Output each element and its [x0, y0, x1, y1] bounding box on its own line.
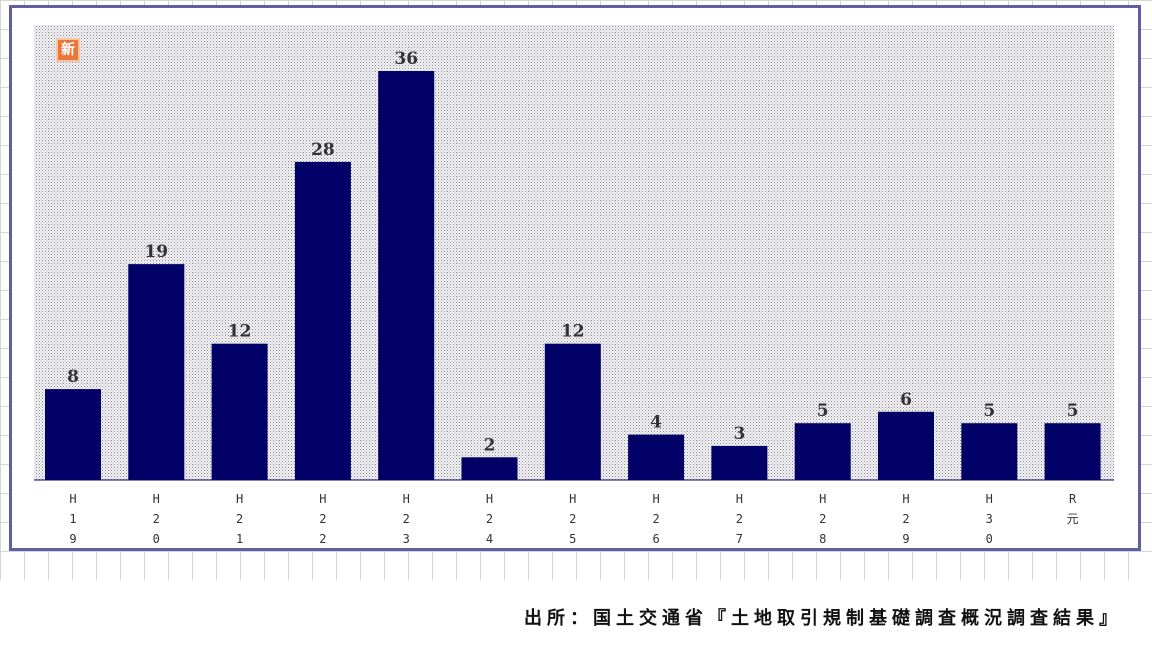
bar-H22	[294, 161, 351, 480]
source-footer: 出所：国土交通省『土地取引規制基礎調査概況調査結果』	[0, 580, 1152, 648]
bar-value-label: 6	[900, 390, 912, 410]
source-note: 出所：国土交通省『土地取引規制基礎調査概況調査結果』	[524, 608, 1122, 629]
bar-H23	[378, 71, 435, 480]
bar-H28	[794, 423, 851, 480]
bar-H25	[544, 343, 601, 480]
bar-value-label: 19	[144, 242, 168, 262]
bar-value-label: 5	[983, 401, 995, 421]
bar-H21	[211, 343, 268, 480]
bar-H30	[961, 423, 1018, 480]
bar-H26	[628, 434, 685, 480]
bar-value-label: 12	[228, 322, 252, 342]
bar-value-label: 36	[394, 49, 418, 69]
bar-value-label: 5	[1067, 401, 1079, 421]
bar-H20	[128, 264, 185, 480]
bar-value-label: 8	[67, 367, 79, 387]
bar-chart: 8 19 12 28 36 2 12 4 3 5 6 5 5 H 1 9 H 2 0 H 2 1 H 2 2 H 2 3 H 2 4 H 2 5…	[34, 25, 1114, 546]
bar-value-label: 3	[733, 424, 745, 444]
bar-R元	[1044, 423, 1101, 480]
bar-H19	[45, 389, 101, 480]
bar-value-label: 4	[650, 413, 662, 433]
new-badge: 新	[56, 38, 80, 62]
bar-value-label: 12	[561, 322, 585, 342]
bar-value-label: 5	[817, 401, 829, 421]
bar-H24	[461, 457, 518, 480]
bar-H27	[711, 445, 768, 480]
bar-value-label: 2	[484, 435, 496, 455]
bar-H29	[878, 411, 934, 480]
bar-value-label: 28	[311, 140, 335, 160]
